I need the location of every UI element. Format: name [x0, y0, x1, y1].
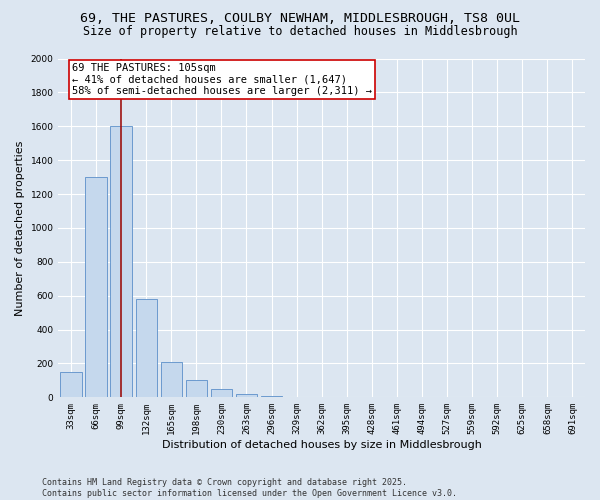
- Bar: [261, 396, 282, 398]
- Y-axis label: Number of detached properties: Number of detached properties: [15, 140, 25, 316]
- Bar: [136, 299, 157, 398]
- Bar: [161, 362, 182, 398]
- Bar: [85, 177, 107, 398]
- Text: 69 THE PASTURES: 105sqm
← 41% of detached houses are smaller (1,647)
58% of semi: 69 THE PASTURES: 105sqm ← 41% of detache…: [72, 62, 372, 96]
- Bar: [110, 126, 132, 398]
- Bar: [236, 394, 257, 398]
- Text: Size of property relative to detached houses in Middlesbrough: Size of property relative to detached ho…: [83, 25, 517, 38]
- Bar: [185, 380, 207, 398]
- Bar: [60, 372, 82, 398]
- Bar: [211, 389, 232, 398]
- Text: Contains HM Land Registry data © Crown copyright and database right 2025.
Contai: Contains HM Land Registry data © Crown c…: [42, 478, 457, 498]
- X-axis label: Distribution of detached houses by size in Middlesbrough: Distribution of detached houses by size …: [162, 440, 482, 450]
- Text: 69, THE PASTURES, COULBY NEWHAM, MIDDLESBROUGH, TS8 0UL: 69, THE PASTURES, COULBY NEWHAM, MIDDLES…: [80, 12, 520, 26]
